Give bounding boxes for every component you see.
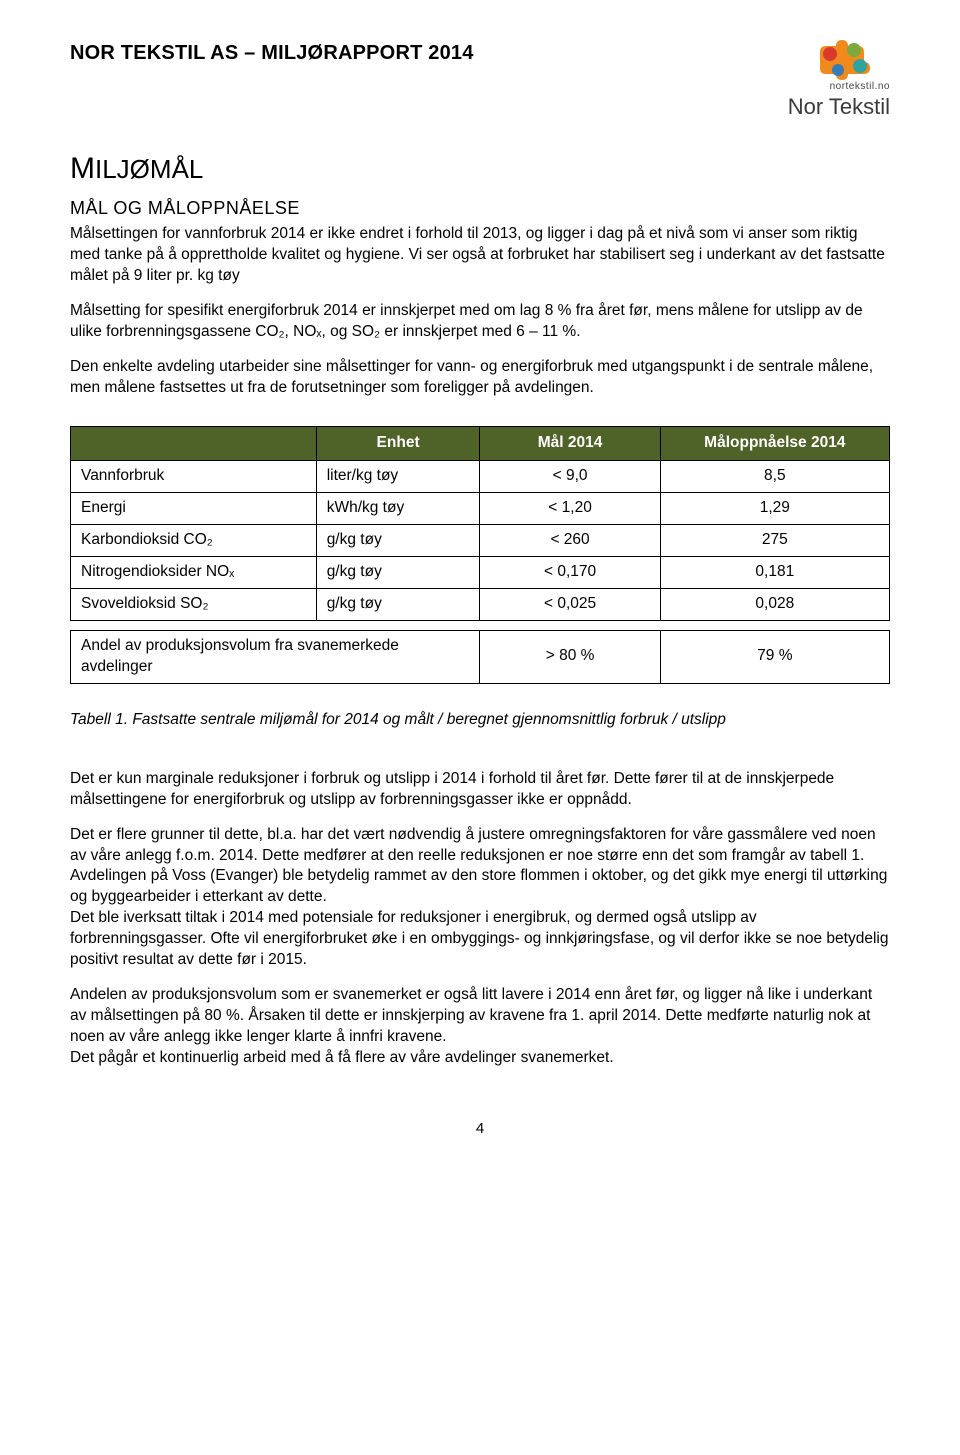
logo-brand: Nor Tekstil bbox=[788, 94, 890, 119]
page-header: NOR TEKSTIL AS – MILJØRAPPORT 2014 norte… bbox=[70, 40, 890, 121]
row-target: < 260 bbox=[480, 525, 660, 557]
merged-row-label: Andel av produksjonsvolum fra svanemerke… bbox=[71, 630, 480, 683]
row-label: Karbondioksid CO₂ bbox=[71, 525, 317, 557]
paragraph: Andelen av produksjonsvolum som er svane… bbox=[70, 985, 890, 1069]
logo: nortekstil.no Nor Tekstil bbox=[780, 40, 890, 121]
table-row: Svoveldioksid SO₂g/kg tøy< 0,0250,028 bbox=[71, 589, 890, 621]
subsection-heading: MÅL OG MÅLOPPNÅELSE bbox=[70, 196, 890, 220]
row-label: Svoveldioksid SO₂ bbox=[71, 589, 317, 621]
col-header-result: Måloppnåelse 2014 bbox=[660, 427, 889, 461]
row-result: 0,181 bbox=[660, 557, 889, 589]
row-result: 8,5 bbox=[660, 461, 889, 493]
merged-row-result: 79 % bbox=[660, 630, 889, 683]
paragraph-text: Andelen av produksjonsvolum som er svane… bbox=[70, 986, 872, 1045]
paragraph: Målsettingen for vannforbruk 2014 er ikk… bbox=[70, 224, 890, 287]
table-caption: Tabell 1. Fastsatte sentrale miljømål fo… bbox=[70, 710, 890, 731]
paragraph: Det er kun marginale reduksjoner i forbr… bbox=[70, 769, 890, 811]
paragraph-text: Avdelingen på Voss (Evanger) ble betydel… bbox=[70, 867, 887, 905]
paragraph: Det er flere grunner til dette, bl.a. ha… bbox=[70, 825, 890, 971]
row-label: Vannforbruk bbox=[71, 461, 317, 493]
paragraph-text: Det pågår et kontinuerlig arbeid med å f… bbox=[70, 1049, 614, 1066]
paragraph: Den enkelte avdeling utarbeider sine mål… bbox=[70, 357, 890, 399]
doc-title: NOR TEKSTIL AS – MILJØRAPPORT 2014 bbox=[70, 40, 474, 67]
table-row: EnergikWh/kg tøy< 1,201,29 bbox=[71, 493, 890, 525]
puzzle-icon bbox=[780, 40, 890, 80]
section-heading: MILJØMÅL bbox=[70, 149, 890, 190]
paragraph-text: Det er flere grunner til dette, bl.a. ha… bbox=[70, 826, 876, 864]
row-result: 275 bbox=[660, 525, 889, 557]
row-unit: g/kg tøy bbox=[316, 557, 480, 589]
paragraph-text: Det ble iverksatt tiltak i 2014 med pote… bbox=[70, 909, 888, 968]
col-header-blank bbox=[71, 427, 317, 461]
row-target: < 0,025 bbox=[480, 589, 660, 621]
row-unit: kWh/kg tøy bbox=[316, 493, 480, 525]
logo-url: nortekstil.no bbox=[780, 80, 890, 94]
table-row: Vannforbrukliter/kg tøy< 9,08,5 bbox=[71, 461, 890, 493]
row-label: Nitrogendioksider NOₓ bbox=[71, 557, 317, 589]
row-unit: g/kg tøy bbox=[316, 525, 480, 557]
table-row: Karbondioksid CO₂g/kg tøy< 260275 bbox=[71, 525, 890, 557]
row-label: Energi bbox=[71, 493, 317, 525]
row-unit: liter/kg tøy bbox=[316, 461, 480, 493]
row-result: 0,028 bbox=[660, 589, 889, 621]
row-target: < 1,20 bbox=[480, 493, 660, 525]
col-header-unit: Enhet bbox=[316, 427, 480, 461]
merged-row-target: > 80 % bbox=[480, 630, 660, 683]
row-result: 1,29 bbox=[660, 493, 889, 525]
goals-table: Enhet Mål 2014 Måloppnåelse 2014 Vannfor… bbox=[70, 426, 890, 683]
col-header-target: Mål 2014 bbox=[480, 427, 660, 461]
paragraph: Målsetting for spesifikt energiforbruk 2… bbox=[70, 301, 890, 343]
spacer bbox=[71, 620, 890, 630]
row-target: < 9,0 bbox=[480, 461, 660, 493]
row-unit: g/kg tøy bbox=[316, 589, 480, 621]
h1-rest: ILJØMÅL bbox=[95, 154, 203, 184]
page-number: 4 bbox=[70, 1119, 890, 1139]
row-target: < 0,170 bbox=[480, 557, 660, 589]
table-row: Nitrogendioksider NOₓg/kg tøy< 0,1700,18… bbox=[71, 557, 890, 589]
